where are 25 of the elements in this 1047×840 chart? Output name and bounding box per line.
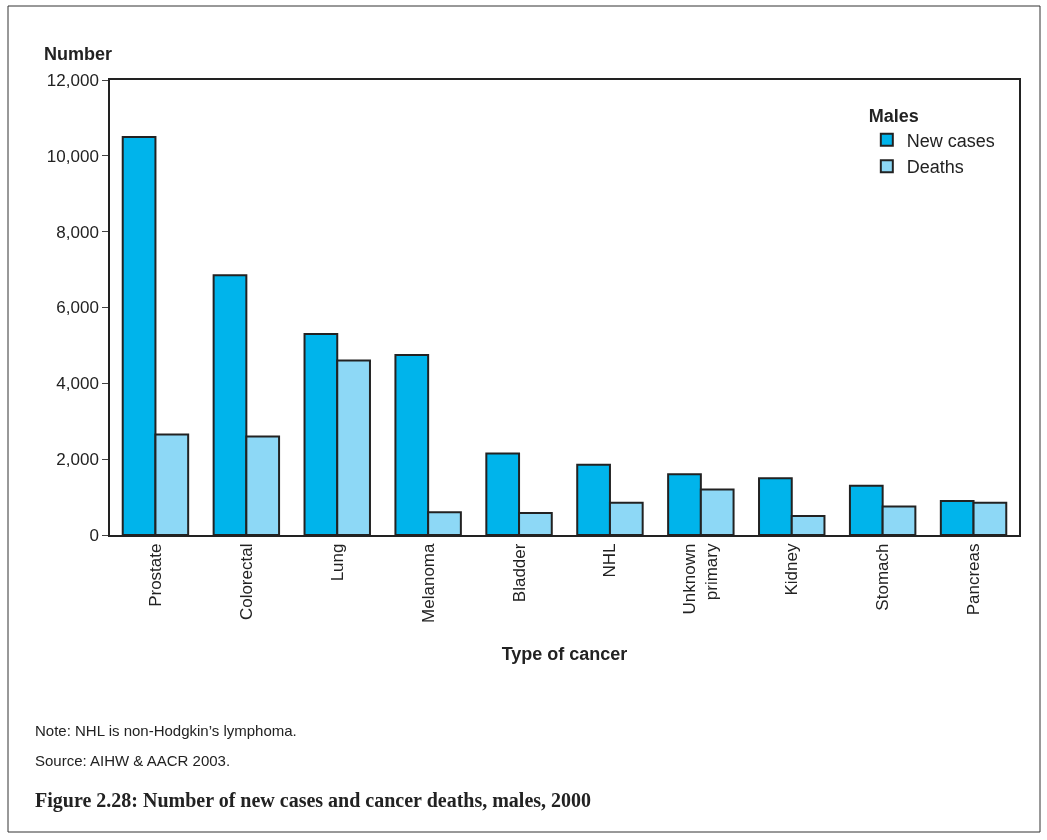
source-note: Source: AIHW & AACR 2003. bbox=[35, 752, 231, 769]
x-tick-label: Colorectal bbox=[236, 543, 256, 621]
legend-label: Deaths bbox=[906, 157, 964, 178]
y-tick-label: 2,000 bbox=[56, 450, 99, 470]
text: Figure 2.28: Number of new cases and cancer deaths, males, 2000 bbox=[35, 789, 592, 812]
x-tick-label: Unknown primary bbox=[680, 543, 722, 615]
x-tick-label: Stomach bbox=[873, 543, 893, 611]
y-tick-label: 10,000 bbox=[46, 146, 99, 166]
y-tick-label: 12,000 bbox=[46, 70, 99, 90]
x-tick-label: Kidney bbox=[782, 543, 802, 596]
x-tick-label: NHL bbox=[600, 543, 620, 578]
x-tick-label: Bladder bbox=[509, 543, 529, 603]
y-tick-label: 6,000 bbox=[56, 298, 99, 318]
legend-label: New cases bbox=[906, 130, 995, 151]
x-tick-label: Pancreas bbox=[964, 543, 984, 616]
y-tick-label: 0 bbox=[89, 525, 99, 545]
y-axis-title: Number bbox=[44, 44, 113, 64]
y-tick-label: 8,000 bbox=[56, 222, 99, 242]
legend-title: Males bbox=[868, 105, 919, 126]
x-tick-label: Prostate bbox=[145, 543, 165, 607]
x-tick-label: Melanoma bbox=[418, 543, 438, 623]
x-tick-label: Lung bbox=[327, 543, 347, 582]
y-tick-label: 4,000 bbox=[56, 374, 99, 394]
text: Note: NHL is non-Hodgkin’s lymphoma. bbox=[35, 722, 297, 739]
x-axis-title: Type of cancer bbox=[501, 643, 628, 664]
